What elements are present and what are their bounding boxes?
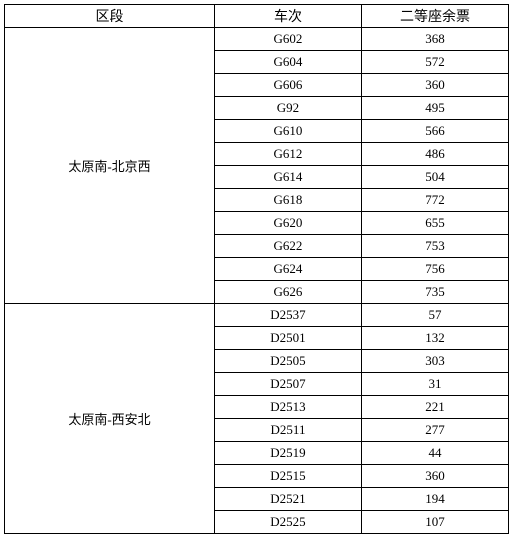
header-train: 车次 bbox=[215, 5, 362, 28]
seats-cell: 44 bbox=[362, 442, 509, 465]
seats-cell: 277 bbox=[362, 419, 509, 442]
train-cell: D2513 bbox=[215, 396, 362, 419]
seats-cell: 572 bbox=[362, 51, 509, 74]
train-cell: G624 bbox=[215, 258, 362, 281]
seats-cell: 360 bbox=[362, 74, 509, 97]
seats-cell: 221 bbox=[362, 396, 509, 419]
seats-cell: 368 bbox=[362, 28, 509, 51]
train-cell: G602 bbox=[215, 28, 362, 51]
train-cell: D2507 bbox=[215, 373, 362, 396]
seats-cell: 495 bbox=[362, 97, 509, 120]
seats-cell: 504 bbox=[362, 166, 509, 189]
train-cell: G626 bbox=[215, 281, 362, 304]
seats-cell: 57 bbox=[362, 304, 509, 327]
train-cell: D2501 bbox=[215, 327, 362, 350]
seats-cell: 772 bbox=[362, 189, 509, 212]
table-row: 太原南-西安北D253757 bbox=[5, 304, 509, 327]
train-cell: G620 bbox=[215, 212, 362, 235]
section-cell: 太原南-西安北 bbox=[5, 304, 215, 534]
train-cell: D2525 bbox=[215, 511, 362, 534]
seats-cell: 31 bbox=[362, 373, 509, 396]
header-seats: 二等座余票 bbox=[362, 5, 509, 28]
train-cell: D2505 bbox=[215, 350, 362, 373]
table-body: 太原南-北京西G602368G604572G606360G92495G61056… bbox=[5, 28, 509, 534]
train-cell: G604 bbox=[215, 51, 362, 74]
seats-cell: 566 bbox=[362, 120, 509, 143]
train-cell: G614 bbox=[215, 166, 362, 189]
seats-cell: 194 bbox=[362, 488, 509, 511]
seats-cell: 107 bbox=[362, 511, 509, 534]
train-cell: G618 bbox=[215, 189, 362, 212]
train-cell: G622 bbox=[215, 235, 362, 258]
train-cell: G612 bbox=[215, 143, 362, 166]
seats-cell: 756 bbox=[362, 258, 509, 281]
header-section: 区段 bbox=[5, 5, 215, 28]
table-header-row: 区段 车次 二等座余票 bbox=[5, 5, 509, 28]
seats-cell: 360 bbox=[362, 465, 509, 488]
train-cell: D2519 bbox=[215, 442, 362, 465]
train-cell: D2515 bbox=[215, 465, 362, 488]
seats-cell: 735 bbox=[362, 281, 509, 304]
train-cell: G606 bbox=[215, 74, 362, 97]
ticket-availability-table: 区段 车次 二等座余票 太原南-北京西G602368G604572G606360… bbox=[4, 4, 509, 534]
seats-cell: 753 bbox=[362, 235, 509, 258]
train-cell: G610 bbox=[215, 120, 362, 143]
seats-cell: 655 bbox=[362, 212, 509, 235]
train-cell: D2521 bbox=[215, 488, 362, 511]
train-cell: D2537 bbox=[215, 304, 362, 327]
seats-cell: 132 bbox=[362, 327, 509, 350]
train-cell: D2511 bbox=[215, 419, 362, 442]
seats-cell: 303 bbox=[362, 350, 509, 373]
table-row: 太原南-北京西G602368 bbox=[5, 28, 509, 51]
seats-cell: 486 bbox=[362, 143, 509, 166]
train-cell: G92 bbox=[215, 97, 362, 120]
section-cell: 太原南-北京西 bbox=[5, 28, 215, 304]
